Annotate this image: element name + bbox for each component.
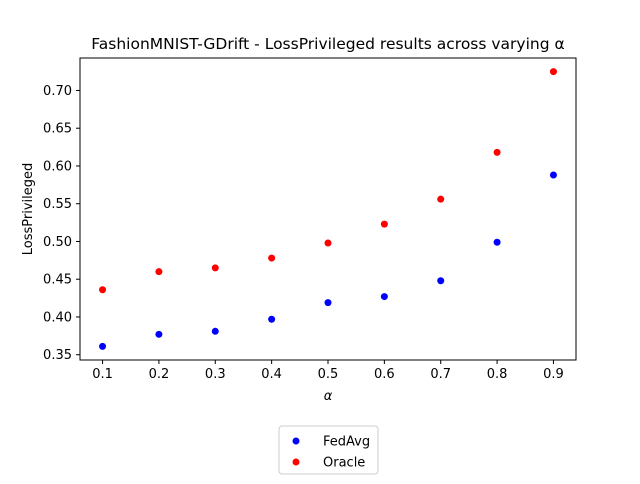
x-axis-label: α: [324, 389, 333, 404]
fedavg-point: [99, 342, 107, 350]
y-tick-label: 0.55: [43, 197, 72, 212]
legend-marker-fedavg: [292, 437, 300, 445]
legend-label-fedavg: FedAvg: [323, 435, 370, 450]
y-tick-label: 0.40: [43, 310, 72, 325]
y-tick-label: 0.45: [43, 273, 72, 288]
x-tick-label: 0.5: [318, 367, 339, 382]
chart-title: FashionMNIST-GDrift - LossPrivileged res…: [91, 35, 564, 53]
fedavg-point: [268, 315, 276, 323]
legend-items: FedAvg Oracle: [292, 435, 370, 471]
plot-area-frame: [79, 57, 577, 361]
x-tick-label: 0.4: [261, 367, 282, 382]
x-tick-label: 0.2: [149, 367, 170, 382]
fedavg-point: [324, 299, 332, 307]
x-axis-ticks: 0.1 0.2 0.3 0.4 0.5 0.6 0.7 0.8 0.9: [92, 360, 564, 382]
y-tick-label: 0.35: [43, 348, 72, 363]
legend-label-oracle: Oracle: [323, 456, 365, 471]
fedavg-point: [211, 327, 219, 335]
y-tick-label: 0.65: [43, 122, 72, 137]
fedavg-point: [437, 277, 445, 285]
fedavg-point: [549, 171, 557, 179]
x-tick-label: 0.8: [487, 367, 508, 382]
oracle-point: [268, 254, 276, 262]
x-tick-label: 0.9: [543, 367, 564, 382]
oracle-point: [99, 286, 107, 294]
oracle-point: [380, 220, 388, 228]
y-axis-label: LossPrivileged: [21, 163, 36, 256]
series-oracle-points: [99, 68, 557, 294]
x-tick-label: 0.6: [374, 367, 395, 382]
fedavg-point: [493, 238, 501, 246]
x-tick-label: 0.3: [205, 367, 226, 382]
oracle-point: [493, 148, 501, 156]
oracle-point: [211, 264, 219, 272]
oracle-point: [549, 68, 557, 76]
data-points: [99, 68, 557, 350]
series-fedavg-points: [99, 171, 557, 350]
x-tick-label: 0.1: [92, 367, 113, 382]
x-tick-label: 0.7: [430, 367, 451, 382]
y-tick-label: 0.60: [43, 159, 72, 174]
fedavg-point: [380, 293, 388, 301]
legend-marker-oracle: [292, 458, 300, 466]
fedavg-point: [155, 330, 163, 338]
legend-box: [278, 425, 379, 475]
oracle-point: [437, 195, 445, 203]
y-tick-label: 0.70: [43, 84, 72, 99]
legend: FedAvg Oracle: [278, 425, 379, 475]
y-tick-label: 0.50: [43, 235, 72, 250]
oracle-point: [324, 239, 332, 247]
oracle-point: [155, 268, 163, 276]
y-axis-ticks: 0.35 0.40 0.45 0.50 0.55 0.60 0.65 0.70: [43, 84, 80, 363]
